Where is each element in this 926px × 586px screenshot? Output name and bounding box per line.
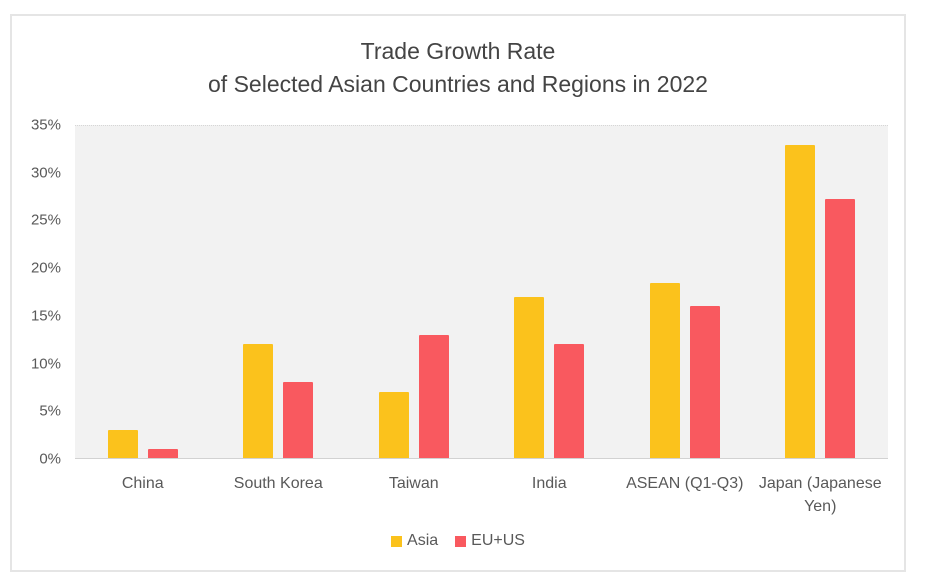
- bar-group-2: [243, 126, 314, 458]
- y-tick-label: 5%: [39, 402, 61, 420]
- x-axis-label: India: [531, 475, 567, 492]
- y-axis-tick-labels: 0% 5% 10% 15% 20% 25% 30% 35%: [12, 117, 61, 468]
- legend-item-asia: Asia: [391, 532, 438, 550]
- bar-eu-us-5: [689, 306, 720, 458]
- legend-label-eu-us: EU+US: [471, 532, 525, 549]
- chart-card: Trade Growth Rate of Selected Asian Coun…: [10, 14, 906, 572]
- y-tick-label: 30%: [30, 164, 61, 182]
- bar-eu-us-6: [825, 199, 856, 458]
- x-axis-label: Taiwan: [388, 475, 439, 492]
- x-axis-category-labels: China South Korea Taiwan India ASEAN (Q1-Q3)…: [75, 472, 888, 518]
- x-axis-label: Japan (Japanese Yen): [758, 475, 882, 515]
- bar-asia-1: [107, 429, 138, 458]
- y-tick-label: 15%: [30, 307, 61, 325]
- eu-us-series-swatch-icon: [455, 535, 467, 547]
- bar-eu-us-4: [554, 344, 585, 458]
- bar-asia-6: [785, 144, 816, 458]
- bar-group-5: [649, 126, 720, 458]
- bar-eu-us-2: [283, 382, 314, 458]
- bar-asia-2: [243, 344, 274, 458]
- bar-asia-4: [514, 296, 545, 458]
- asia-series-swatch-icon: [391, 535, 403, 547]
- bar-group-6: [785, 126, 856, 458]
- y-tick-label: 35%: [30, 116, 61, 134]
- y-tick-label: 20%: [30, 259, 61, 277]
- plot-area: [75, 125, 888, 459]
- y-tick-label: 10%: [30, 355, 61, 373]
- bar-eu-us-1: [147, 448, 178, 458]
- x-axis-label: South Korea: [233, 475, 323, 492]
- y-tick-label: 0%: [39, 450, 61, 468]
- y-tick-label: 25%: [30, 211, 61, 229]
- legend-label-asia: Asia: [407, 532, 439, 549]
- bar-asia-5: [649, 282, 680, 458]
- chart-title-line2: of Selected Asian Countries and Regions …: [208, 71, 708, 97]
- chart-legend: Asia EU+US: [12, 532, 904, 550]
- chart-title-line1: Trade Growth Rate: [360, 38, 556, 64]
- bar-eu-us-3: [418, 334, 449, 458]
- x-axis-label: ASEAN (Q1-Q3): [626, 475, 744, 492]
- bar-group-3: [378, 126, 449, 458]
- bar-group-1: [107, 126, 178, 458]
- x-axis-label: China: [121, 475, 164, 492]
- bar-asia-3: [378, 391, 409, 458]
- legend-item-eu-us: EU+US: [455, 532, 525, 550]
- bar-group-4: [514, 126, 585, 458]
- chart-title: Trade Growth Rate of Selected Asian Coun…: [12, 35, 904, 101]
